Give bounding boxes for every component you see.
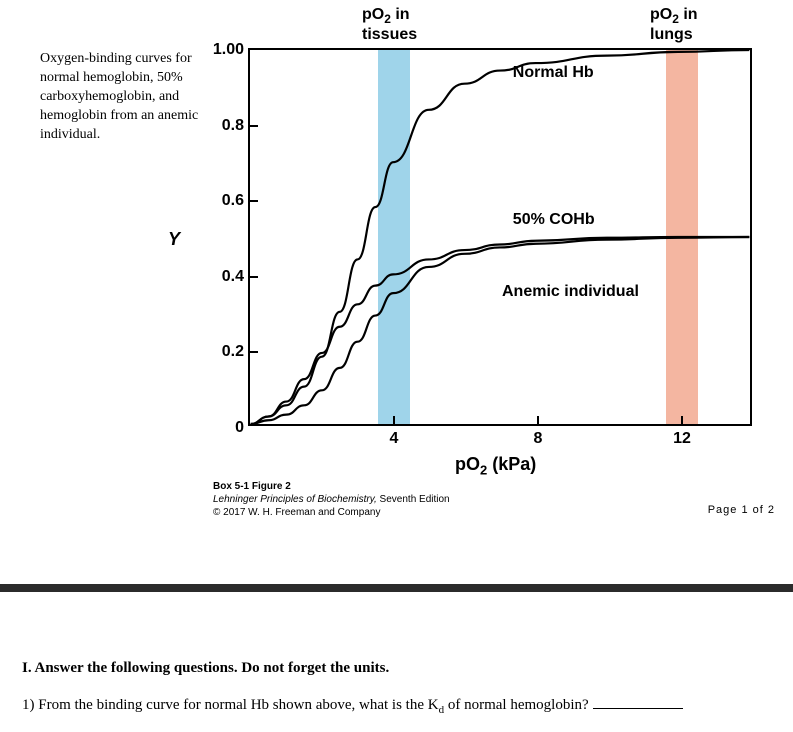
y-tick-label: 0.6 [222,192,250,210]
series-label: Normal Hb [513,64,594,82]
figure-caption: Oxygen-binding curves for normal hemoglo… [40,50,200,144]
chart-curves [250,50,750,424]
y-tick-label: 0.4 [222,268,250,286]
figure-credit: Box 5-1 Figure 2 Lehninger Principles of… [213,480,450,519]
band-label-lungs: pO2 in lungs [650,6,698,44]
series-label: 50% COHb [513,211,595,229]
page-marker: Page 1 of 2 [708,504,775,516]
figure-area: Oxygen-binding curves for normal hemoglo… [0,0,793,530]
questions-section: I. Answer the following questions. Do no… [22,660,771,716]
y-tick-label: 0.8 [222,117,250,135]
x-tick-label: 12 [673,424,691,448]
y-axis-label: Y [168,229,180,250]
x-axis-label: pO2 (kPa) [455,454,536,478]
y-tick-label: 0 [235,419,250,437]
band-label-tissues: pO2 in tissues [362,6,417,44]
y-tick-label: 1.00 [213,41,250,59]
curve-anemic-individual [251,237,750,424]
curve-50-cohb [251,237,750,424]
section-divider [0,584,793,592]
questions-heading: I. Answer the following questions. Do no… [22,660,771,677]
answer-blank[interactable] [593,708,683,709]
chart-plot-area: 1.000.80.60.40.204812Normal Hb50% COHbAn… [248,48,752,426]
y-tick-label: 0.2 [222,343,250,361]
question-1: 1) From the binding curve for normal Hb … [22,697,771,716]
x-tick-label: 4 [390,424,399,448]
series-label: Anemic individual [502,283,639,301]
x-tick-label: 8 [534,424,543,448]
